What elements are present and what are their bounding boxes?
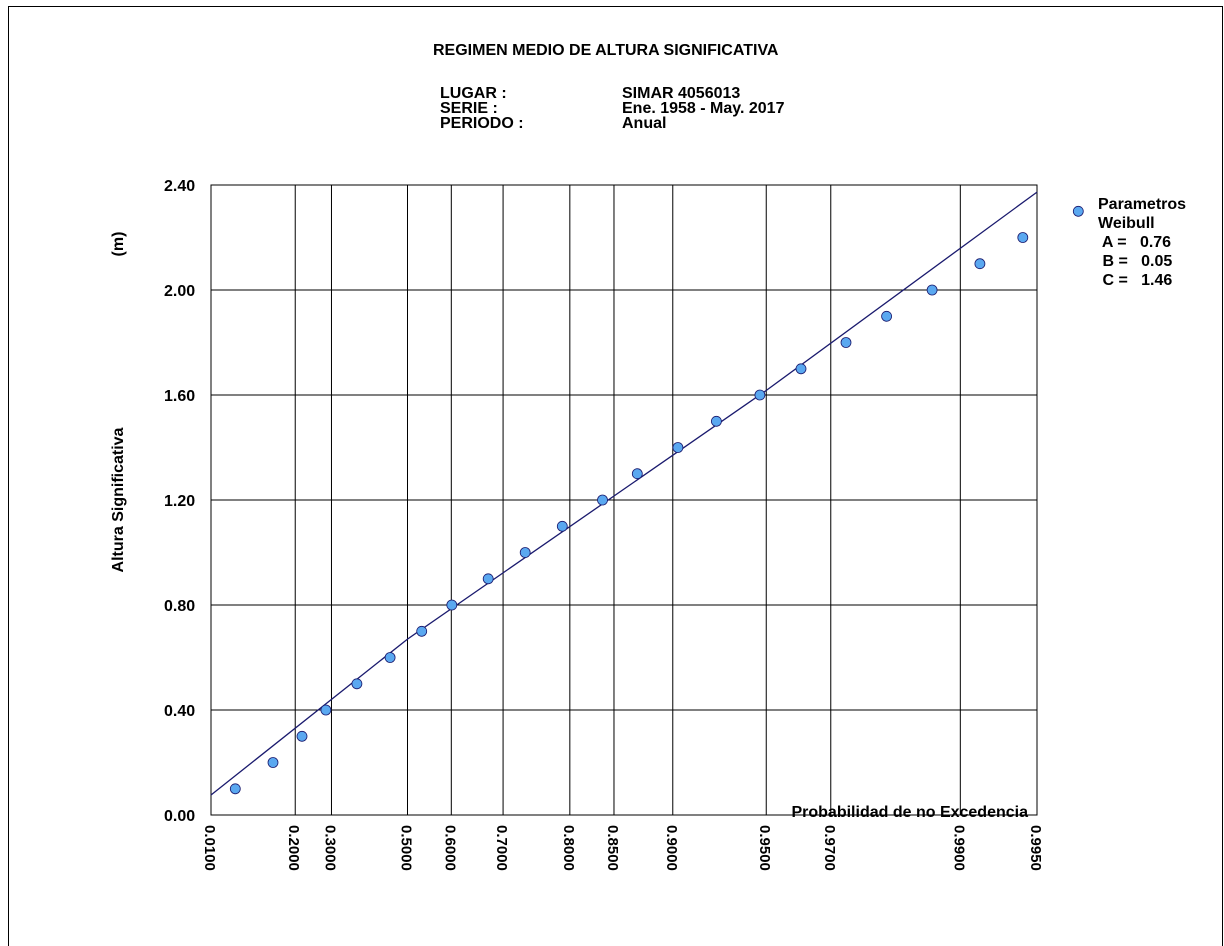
data-point	[556, 520, 568, 532]
data-point	[267, 757, 279, 768]
x-tick-label: 0.9500	[756, 825, 773, 871]
y-tick-label: 2.00	[164, 283, 195, 300]
x-tick-label: 0.9700	[821, 825, 838, 871]
param-a: A = 0.76	[1098, 234, 1172, 251]
lugar-label: LUGAR :	[440, 85, 507, 102]
data-point	[229, 783, 241, 795]
lugar-value: SIMAR 4056013	[622, 85, 741, 102]
data-point	[711, 415, 722, 427]
y-tick-label: 2.40	[164, 178, 195, 195]
x-tick-label: 0.8000	[560, 825, 577, 871]
chart-frame	[8, 6, 1223, 946]
x-tick-label: 0.2000	[285, 825, 302, 871]
data-point	[754, 389, 766, 401]
y-tick-label: 0.80	[164, 598, 195, 615]
x-tick-label: 0.0100	[201, 825, 218, 871]
data-point	[1072, 205, 1084, 217]
x-tick-label: 0.6000	[441, 825, 458, 871]
data-point	[384, 652, 396, 663]
y-tick-label: 1.60	[164, 388, 195, 405]
data-point	[881, 310, 892, 322]
data-points	[229, 205, 1084, 795]
data-point	[320, 704, 332, 716]
y-tick-labels: 0.00 0.40 0.80 1.20 1.60 2.00 2.40	[164, 178, 195, 825]
data-point	[446, 599, 458, 611]
data-point	[974, 258, 986, 270]
param-b: B = 0.05	[1098, 253, 1173, 270]
params-title-2: Weibull	[1098, 215, 1155, 232]
data-point	[351, 678, 363, 690]
data-point	[519, 547, 531, 558]
data-point	[672, 442, 684, 453]
data-point	[482, 573, 494, 585]
param-c: C = 1.46	[1098, 272, 1173, 289]
x-tick-label: 0.9900	[950, 825, 967, 871]
weibull-parameters: Parametros Weibull A = 0.76 B = 0.05 C =…	[1098, 195, 1186, 290]
data-point	[840, 337, 852, 348]
data-point	[631, 468, 643, 480]
x-tick-label: 0.5000	[397, 825, 414, 871]
y-tick-label: 0.40	[164, 703, 195, 720]
x-tick-label: 0.3000	[321, 825, 338, 871]
data-point	[795, 363, 807, 375]
grid	[210, 184, 1038, 816]
chart-title: REGIMEN MEDIO DE ALTURA SIGNIFICATIVA	[433, 42, 779, 59]
periodo-label: PERIODO :	[440, 115, 524, 132]
y-tick-label: 1.20	[164, 493, 195, 510]
y-tick-label: 0.00	[164, 808, 195, 825]
data-point	[926, 284, 938, 296]
params-title-1: Parametros	[1098, 196, 1187, 213]
fit-line-group	[210, 191, 1038, 796]
x-tick-label: 0.8500	[604, 825, 621, 871]
periodo-value: Anual	[622, 115, 667, 132]
serie-label: SERIE :	[440, 100, 498, 117]
data-point	[1017, 232, 1029, 243]
data-point	[296, 730, 308, 742]
plot-border	[210, 184, 1038, 816]
x-axis-label: Probabilidad de no Excedencia	[791, 804, 1028, 821]
data-point	[416, 625, 428, 637]
x-tick-label: 0.9000	[663, 825, 680, 871]
x-tick-label: 0.7000	[493, 825, 510, 871]
x-tick-label: 0.9950	[1027, 825, 1044, 871]
x-tick-labels: 0.0100 0.2000 0.3000 0.5000 0.6000 0.7000 0.80…	[201, 825, 1044, 871]
data-point	[597, 494, 608, 506]
serie-value: Ene. 1958 - May. 2017	[622, 100, 785, 117]
weibull-fit-line	[210, 191, 1038, 796]
